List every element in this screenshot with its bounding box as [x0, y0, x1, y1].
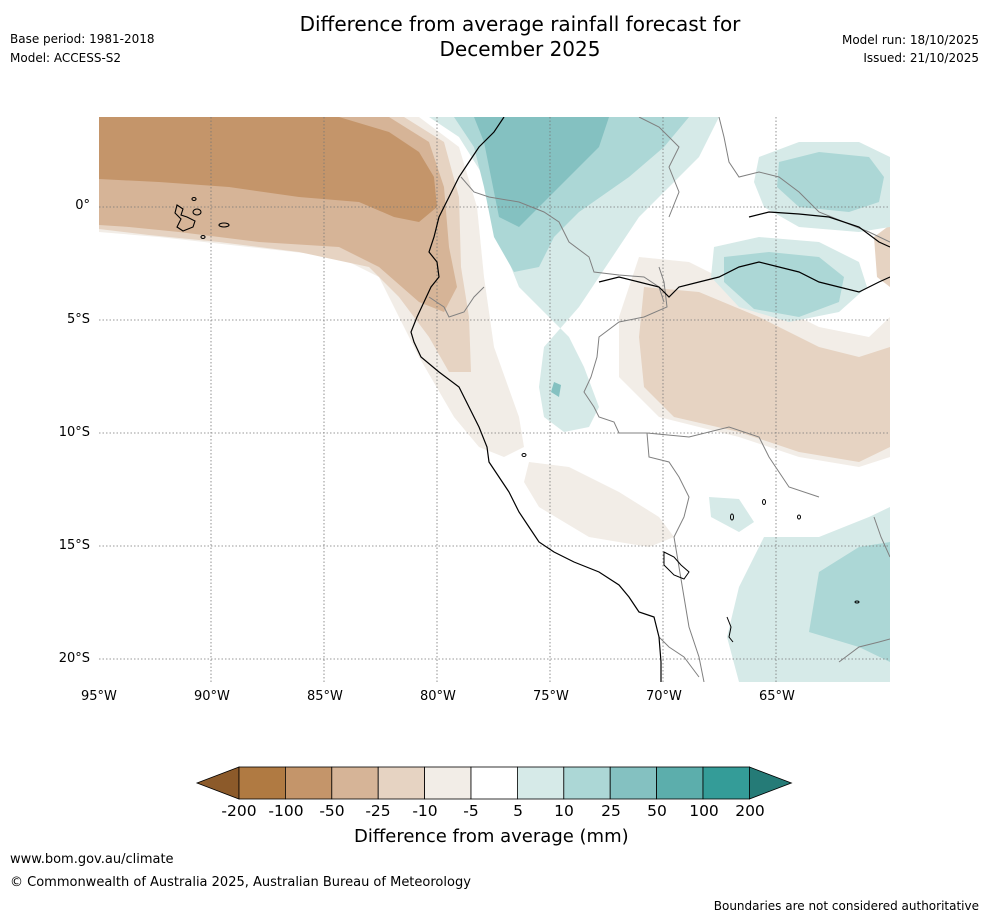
colorbar-label: -200	[221, 802, 257, 820]
galapagos-islands	[174, 196, 230, 240]
colorbar	[195, 766, 793, 800]
graticule	[99, 117, 890, 682]
colorbar-label: 50	[647, 802, 667, 820]
lon-label-85w: 85°W	[307, 689, 343, 704]
colorbar-title: Difference from average (mm)	[354, 826, 629, 847]
copyright-label: © Commonwealth of Australia 2025, Austra…	[10, 875, 471, 890]
lon-label-95w: 95°W	[81, 689, 117, 704]
lakes	[521, 453, 860, 643]
colorbar-label: 10	[554, 802, 574, 820]
colorbar-cell	[749, 766, 793, 800]
colorbar-label: -5	[463, 802, 479, 820]
lon-label-75w: 75°W	[533, 689, 569, 704]
wet-anomaly-regions	[429, 117, 890, 682]
colorbar-cell	[470, 766, 518, 800]
lat-label-15s: 15°S	[58, 538, 90, 553]
colorbar-label: -50	[319, 802, 345, 820]
colorbar-cell	[702, 766, 750, 800]
colorbar-label: 200	[735, 802, 765, 820]
colorbar-cell	[609, 766, 658, 800]
colorbar-label: 100	[689, 802, 719, 820]
colorbar-cell	[285, 766, 333, 800]
title-line-2: December 2025	[439, 37, 601, 61]
colorbar-cell	[424, 766, 472, 800]
title-line-1: Difference from average rainfall forecas…	[299, 12, 741, 36]
lat-label-10s: 10°S	[58, 425, 90, 440]
lat-label-20s: 20°S	[58, 651, 90, 666]
colorbar-cell	[238, 766, 286, 800]
map-title: Difference from average rainfall forecas…	[0, 12, 988, 62]
coastline	[410, 117, 890, 682]
colorbar-label: 5	[513, 802, 523, 820]
colorbar-cell	[377, 766, 425, 800]
dry-anomaly-regions	[99, 117, 890, 547]
disclaimer-label: Boundaries are not considered authoritat…	[713, 899, 979, 913]
colorbar-label: -10	[412, 802, 438, 820]
model-run-label: Model run: 18/10/2025	[841, 33, 979, 47]
lon-label-70w: 70°W	[646, 689, 682, 704]
colorbar-cell	[331, 766, 379, 800]
issued-label: Issued: 21/10/2025	[863, 51, 979, 65]
website-label: www.bom.gov.au/climate	[10, 852, 174, 867]
colorbar-label: 25	[601, 802, 621, 820]
colorbar-cell	[195, 766, 240, 800]
lon-label-65w: 65°W	[759, 689, 795, 704]
model-label: Model: ACCESS-S2	[10, 51, 122, 65]
lon-label-80w: 80°W	[420, 689, 456, 704]
rainfall-anomaly-map	[99, 117, 890, 682]
colorbar-label: -25	[365, 802, 391, 820]
colorbar-cell	[656, 766, 704, 800]
colorbar-cell	[516, 766, 565, 800]
colorbar-cell	[563, 766, 611, 800]
country-borders	[428, 117, 890, 682]
lat-label-0: 0°	[75, 198, 90, 213]
base-period-label: Base period: 1981-2018	[10, 32, 155, 46]
lat-label-5s: 5°S	[66, 312, 90, 327]
colorbar-label: -100	[268, 802, 304, 820]
lon-label-90w: 90°W	[194, 689, 230, 704]
